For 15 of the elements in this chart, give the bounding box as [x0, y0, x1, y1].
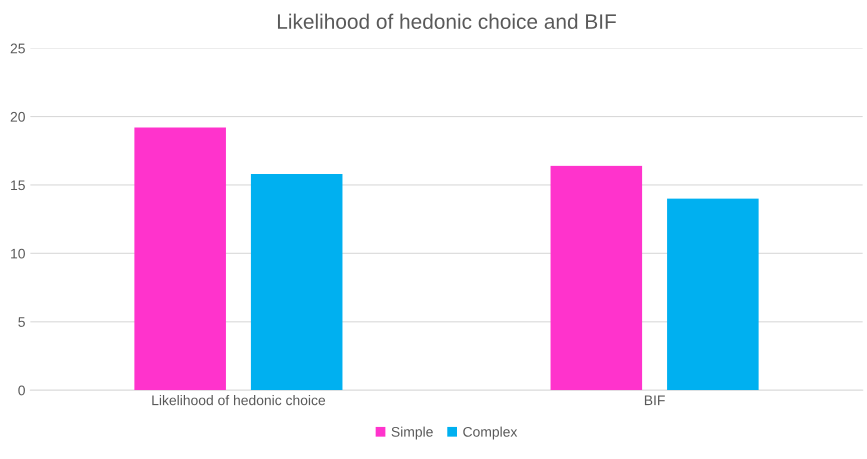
y-tick-label: 5 [18, 317, 25, 327]
x-tick-label: BIF [644, 396, 665, 406]
legend-label: Simple [392, 426, 433, 440]
y-tick-label: 20 [10, 112, 25, 122]
y-tick-label: 15 [11, 180, 25, 190]
y-tick-label: 25 [10, 44, 25, 54]
y-tick-label: 0 [18, 385, 25, 396]
bar [667, 198, 759, 390]
x-tick-label: Likelihood of hedonic choice [152, 395, 326, 406]
bar [134, 128, 226, 390]
legend-label: Complex [463, 426, 518, 440]
chart-title: Likelihood of hedonic choice and BIF [278, 14, 616, 29]
bar [550, 166, 642, 390]
bar [250, 174, 342, 390]
y-tick-label: 10 [11, 248, 25, 259]
